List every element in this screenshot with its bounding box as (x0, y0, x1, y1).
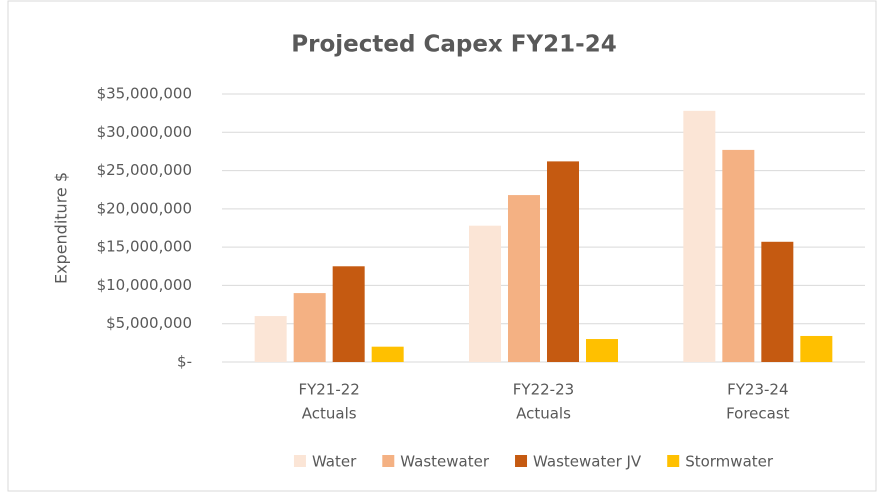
legend-label: Stormwater (685, 453, 774, 471)
bar (508, 195, 540, 362)
x-tick-label: Actuals (516, 405, 571, 423)
bar (293, 293, 326, 362)
bar (683, 110, 716, 363)
bar (469, 225, 501, 362)
legend-label: Water (312, 453, 357, 471)
legend-swatch (667, 455, 680, 467)
bar (586, 339, 618, 362)
x-tick-label: Actuals (302, 405, 357, 423)
bar (800, 335, 833, 362)
y-tick-label: $10,000,000 (97, 276, 192, 294)
legend-label: Wastewater (400, 453, 490, 471)
y-axis-label: Expenditure $ (52, 172, 71, 284)
y-tick-label: $5,000,000 (106, 314, 192, 332)
chart-title: Projected Capex FY21-24 (291, 32, 616, 58)
legend-swatch (515, 455, 528, 467)
y-tick-label: $30,000,000 (97, 123, 192, 141)
x-tick-label: Forecast (726, 405, 790, 423)
y-tick-label: $15,000,000 (97, 238, 192, 256)
y-tick-label: $35,000,000 (97, 85, 192, 103)
legend-swatch (382, 455, 395, 467)
bar (547, 161, 579, 362)
x-tick-label: FY22-23 (513, 381, 574, 399)
legend-swatch (293, 455, 306, 467)
x-tick-label: FY21-22 (298, 381, 359, 399)
bar (761, 241, 794, 362)
x-tick-label: FY23-24 (727, 381, 788, 399)
y-tick-label: $20,000,000 (97, 199, 192, 217)
bar (371, 346, 404, 362)
bar (332, 266, 365, 362)
bar (722, 149, 755, 362)
legend-label: Wastewater JV (533, 453, 642, 471)
y-tick-label: $- (177, 353, 192, 371)
y-tick-label: $25,000,000 (97, 161, 192, 179)
bar (254, 316, 287, 362)
